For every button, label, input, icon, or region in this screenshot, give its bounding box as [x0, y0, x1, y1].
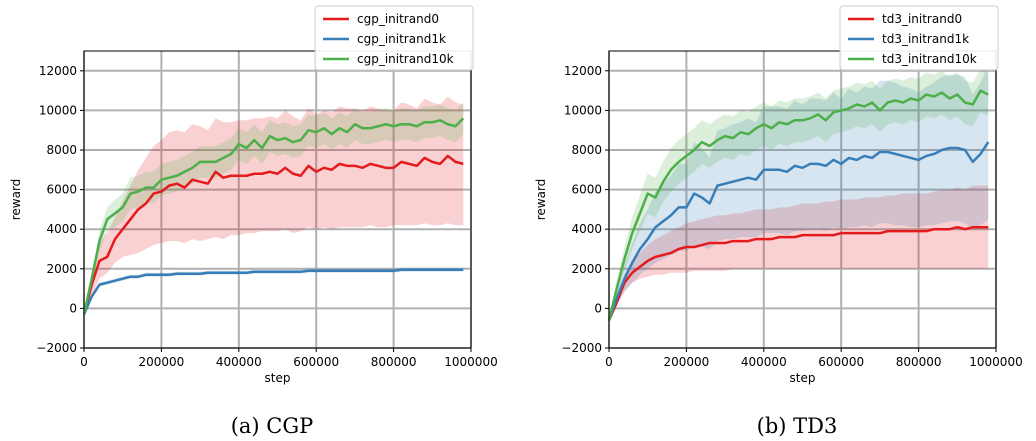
- x-tick-label: 600000: [818, 355, 864, 369]
- series-line-td3_initrand1k: [607, 141, 990, 321]
- y-tick-label: 12000: [39, 64, 77, 78]
- y-tick-label: 10000: [39, 103, 77, 117]
- x-axis-label: step: [265, 371, 291, 385]
- legend-box: [839, 5, 999, 71]
- legend-label: cgp_initrand10k: [357, 52, 454, 66]
- legend-label: cgp_initrand0: [357, 12, 439, 26]
- band-cgp_initrand0: [84, 96, 464, 315]
- y-tick-label: 4000: [571, 222, 602, 236]
- legend-box: [314, 5, 474, 71]
- series-line-cgp_initrand0: [82, 154, 464, 315]
- band-td3_initrand10k: [609, 68, 989, 321]
- caption-td3: (b) TD3: [757, 414, 838, 438]
- x-tick-label: 600000: [293, 355, 339, 369]
- x-tick-label: 0: [605, 355, 613, 369]
- y-tick-label: 2000: [46, 262, 77, 276]
- x-tick-label: 800000: [371, 355, 417, 369]
- band-td3_initrand1k: [609, 64, 989, 321]
- panel-cgp: 0 200000 400000 600000 800000 1000000−2000020…: [9, 5, 498, 385]
- plot-area: [609, 51, 996, 348]
- y-tick-label: 8000: [571, 143, 602, 157]
- legend-label: td3_initrand10k: [882, 52, 977, 66]
- y-tick-label: 2000: [571, 262, 602, 276]
- legend-label: td3_initrand0: [882, 12, 962, 26]
- panel-td3: 0 200000 400000 600000 800000 1000000−2000020…: [534, 5, 1023, 385]
- series-line-cgp_initrand10k: [82, 117, 465, 315]
- y-tick-label: 10000: [564, 103, 602, 117]
- y-tick-label: −2000: [561, 341, 602, 355]
- axes-frame: [83, 50, 472, 349]
- x-tick-label: 800000: [896, 355, 942, 369]
- band-td3_initrand0: [609, 185, 989, 321]
- y-tick-label: 6000: [46, 183, 77, 197]
- axes-frame: [608, 50, 997, 349]
- y-tick-label: −2000: [36, 341, 77, 355]
- y-tick-label: 8000: [46, 143, 77, 157]
- x-tick-label: 200000: [138, 355, 184, 369]
- band-cgp_initrand10k: [84, 102, 464, 315]
- x-tick-label: 0: [80, 355, 88, 369]
- legend-label: cgp_initrand1k: [357, 32, 446, 46]
- x-tick-label: 1000000: [969, 355, 1022, 369]
- x-tick-label: 400000: [216, 355, 262, 369]
- x-tick-label: 400000: [741, 355, 787, 369]
- x-tick-label: 1000000: [444, 355, 497, 369]
- caption-cgp: (a) CGP: [231, 414, 314, 438]
- y-axis-label: reward: [9, 179, 23, 221]
- y-tick-label: 4000: [46, 222, 77, 236]
- series-line-cgp_initrand1k: [82, 268, 464, 315]
- series-line-td3_initrand10k: [607, 89, 989, 321]
- y-tick-label: 0: [594, 301, 602, 315]
- x-tick-label: 200000: [663, 355, 709, 369]
- y-tick-label: 12000: [564, 64, 602, 78]
- y-tick-label: 0: [69, 301, 77, 315]
- series-line-td3_initrand0: [607, 225, 989, 321]
- x-axis-label: step: [790, 371, 816, 385]
- legend-label: td3_initrand1k: [882, 32, 969, 46]
- y-tick-label: 6000: [571, 183, 602, 197]
- y-axis-label: reward: [534, 179, 548, 221]
